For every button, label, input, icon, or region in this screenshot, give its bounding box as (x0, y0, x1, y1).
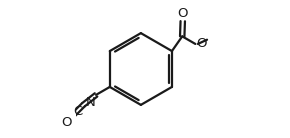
Text: N: N (86, 96, 95, 109)
Text: O: O (177, 6, 188, 20)
Text: O: O (61, 116, 72, 129)
Text: O: O (196, 37, 207, 51)
Text: C: C (74, 105, 83, 118)
